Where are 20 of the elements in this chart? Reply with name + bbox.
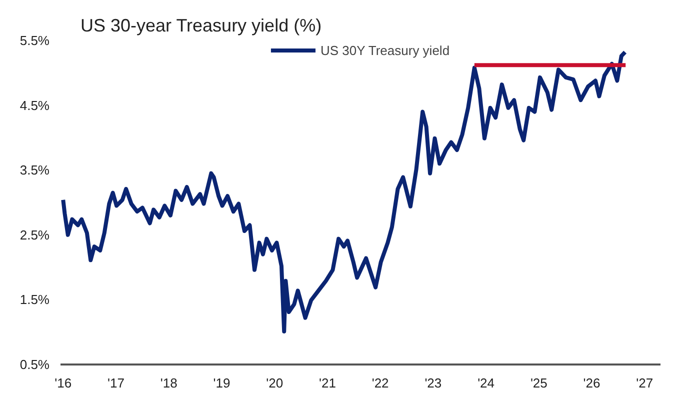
y-tick-label: 0.5% — [20, 357, 50, 372]
x-tick-label: '16 — [54, 376, 72, 390]
x-tick-label: '19 — [213, 376, 230, 390]
y-tick-label: 2.5% — [20, 227, 50, 242]
chart-title: US 30-year Treasury yield (%) — [80, 16, 322, 36]
x-tick-label: '20 — [266, 376, 284, 390]
x-tick-label: '26 — [583, 376, 600, 390]
y-tick-label: 1.5% — [20, 292, 50, 308]
x-tick-label: '27 — [636, 376, 654, 390]
x-tick-label: '18 — [160, 376, 178, 390]
y-tick-label: 4.5% — [20, 98, 50, 113]
legend-label: US 30Y Treasury yield — [320, 42, 450, 58]
x-tick-label: '25 — [530, 376, 548, 390]
x-tick-label: '21 — [318, 376, 336, 390]
x-tick-label: '23 — [424, 376, 442, 390]
x-tick-label: '22 — [372, 376, 389, 390]
y-tick-label: 3.5% — [20, 162, 50, 178]
x-tick-label: '17 — [108, 376, 124, 390]
y-tick-label: 5.5% — [20, 33, 50, 48]
x-tick-label: '24 — [478, 376, 495, 390]
